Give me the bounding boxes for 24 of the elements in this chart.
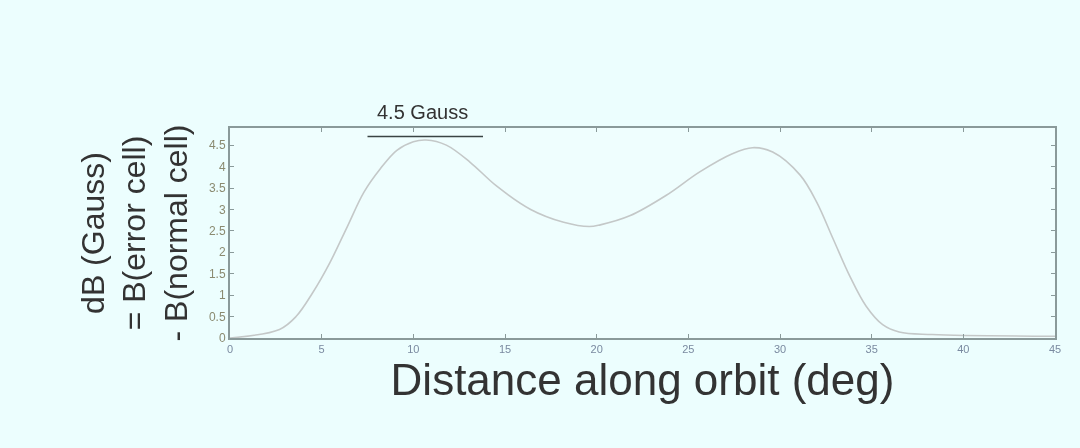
y-tick-label: 2: [218, 245, 226, 260]
y-axis-title: dB (Gauss) = B(error cell) - B(normal cell): [74, 124, 194, 342]
x-tick-label: 20: [590, 343, 603, 356]
y-tick-label: 1: [218, 288, 226, 303]
x-tick-label: 15: [498, 343, 512, 356]
y-tick-label: 0.5: [208, 309, 226, 324]
annotation: 4.5 Gauss: [377, 101, 469, 123]
x-axis-title: Distance along orbit (deg): [390, 355, 895, 405]
x-tick-label: 45: [1048, 343, 1062, 356]
line-series: [230, 139, 1055, 338]
y-tick-label: 1.5: [208, 266, 226, 281]
y-tick-label: 3.5: [208, 181, 226, 196]
x-tick-label: 0: [226, 343, 234, 356]
x-tick-label: 10: [407, 343, 420, 356]
y-tick-label: 4.5: [208, 138, 226, 153]
y-tick-label: 2.5: [208, 224, 226, 239]
y-tick-label: 3: [218, 202, 226, 217]
y-tick-label: 4: [218, 159, 226, 174]
x-tick-label: 5: [318, 343, 325, 356]
x-tick-label: 35: [865, 343, 878, 356]
x-tick-label: 25: [682, 343, 695, 356]
y-tick-label: 0: [218, 331, 226, 346]
x-tick-label: 30: [773, 343, 787, 356]
x-tick-label: 40: [957, 343, 970, 356]
